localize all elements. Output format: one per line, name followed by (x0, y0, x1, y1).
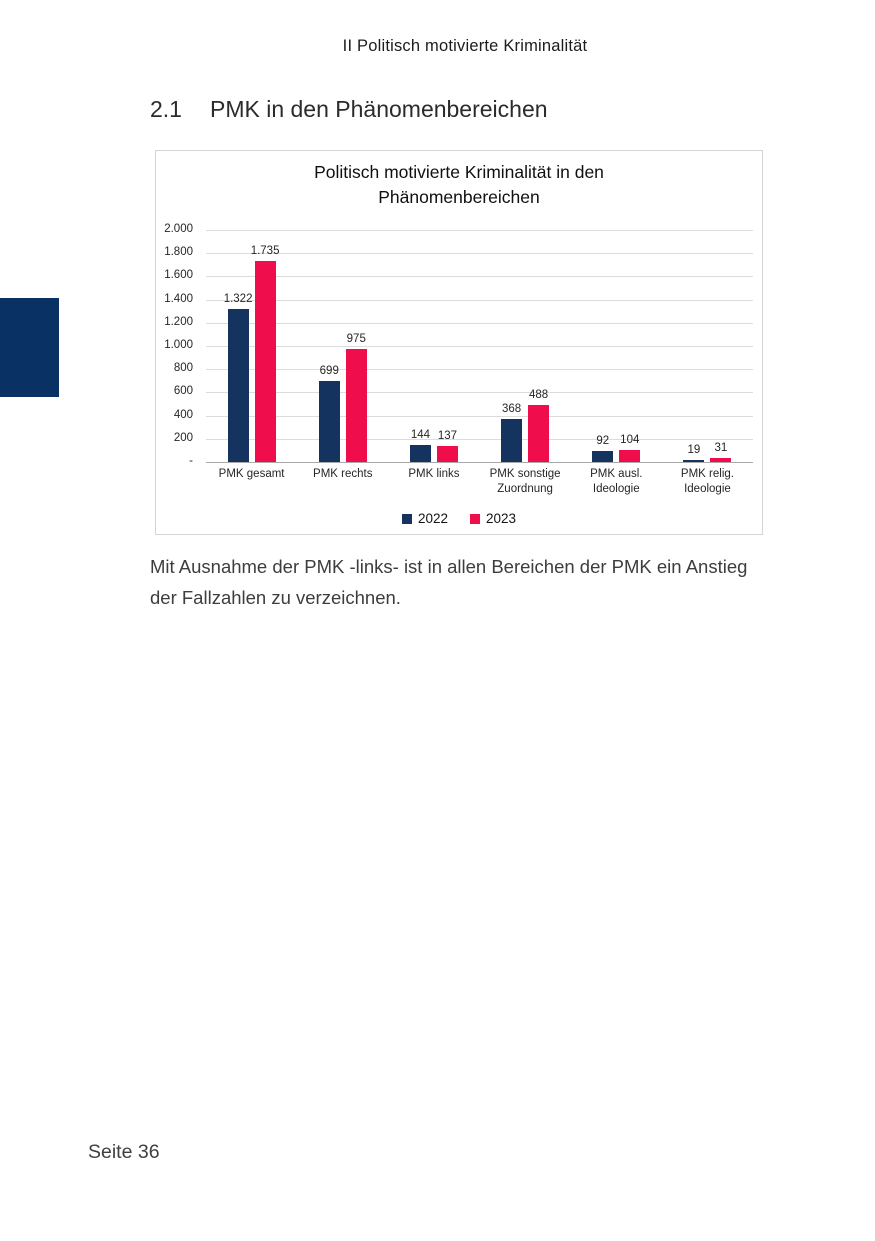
chart-title-line-2: Phänomenbereichen (378, 186, 540, 207)
bar-group: 699 975 (297, 230, 388, 462)
section-heading: 2.1 PMK in den Phänomenbereichen (150, 96, 548, 123)
bar-value-label: 1.322 (223, 293, 253, 305)
bar-value-label: 368 (502, 403, 522, 415)
bar-2022: 699 (318, 365, 340, 462)
gridline (206, 392, 753, 394)
bar-groups: 1.322 1.735 699 975 144 137 368 488 92 104 19 31 (206, 230, 753, 462)
bar-group: 92 104 (571, 230, 662, 462)
bar-value-label: 144 (410, 429, 431, 441)
page-number: Seite 36 (88, 1141, 160, 1163)
bar-2022: 144 (409, 429, 431, 462)
bar-2022: 19 (683, 444, 705, 462)
chart-title: Politisch motivierte Kriminalität in den… (156, 160, 762, 209)
y-tick-label: 600 (173, 385, 193, 398)
x-category-label: PMK sonstige Zuordnung (489, 468, 561, 495)
bar-value-label: 137 (437, 430, 458, 442)
legend-label: 2023 (486, 511, 517, 526)
y-tick-label: 200 (173, 431, 193, 444)
bar-2022: 368 (501, 403, 523, 462)
gridline (206, 299, 753, 301)
bar-group: 1.322 1.735 (206, 230, 297, 462)
bar-group: 368 488 (480, 230, 571, 462)
body-paragraph: Mit Ausnahme der PMK -links- ist in alle… (150, 556, 748, 608)
x-category-label: PMK rechts (313, 468, 373, 480)
y-tick-label: 1.000 (164, 339, 193, 351)
legend-item-2023: 2023 (470, 511, 516, 526)
bar-value-label: 975 (346, 333, 366, 345)
bar-value-label: 488 (529, 389, 549, 401)
x-category-label: PMK ausl. Ideologie (590, 468, 643, 495)
legend: 2022 2023 (156, 511, 762, 526)
chapter-tab-marker (0, 298, 59, 397)
bar-2023: 975 (345, 333, 367, 462)
y-tick-label: 800 (173, 362, 193, 375)
section-number: 2.1 (150, 96, 182, 122)
legend-item-2022: 2022 (401, 511, 448, 526)
bar-2023: 488 (528, 389, 550, 462)
gridline (206, 253, 753, 255)
bar-value-label: 1.735 (250, 245, 280, 257)
chapter-header: II Politisch motivierte Kriminalität (342, 37, 588, 55)
y-tick-label: 2.000 (164, 223, 193, 235)
gridline (206, 322, 753, 324)
gridline (206, 276, 753, 278)
y-tick-label: 1.200 (164, 315, 193, 328)
x-axis-labels: PMK gesamt PMK rechts PMK links PMK sonstig… (206, 467, 753, 497)
bar-group: 19 31 (662, 230, 753, 462)
x-category-label: PMK gesamt (218, 468, 285, 480)
section-title: PMK in den Phänomenbereichen (209, 96, 548, 122)
gridline (206, 230, 753, 231)
gridline (206, 369, 753, 371)
bar-2023: 137 (436, 430, 458, 462)
legend-swatch-icon (401, 513, 412, 524)
x-category-label: PMK links (408, 468, 460, 480)
gridline (206, 346, 753, 347)
legend-swatch-icon (470, 513, 480, 524)
x-category-label: PMK relig. Ideologie (680, 468, 734, 495)
bar-2022: 1.322 (224, 293, 252, 462)
y-tick-label: 1.400 (164, 292, 193, 305)
gridline (206, 415, 753, 417)
bar-value-label: 92 (596, 435, 610, 447)
bar-value-label: 699 (319, 365, 339, 377)
y-tick-label: 1.600 (164, 269, 193, 282)
gridline (206, 438, 753, 440)
bar-2023: 104 (619, 434, 641, 462)
legend-label: 2022 (417, 511, 448, 526)
y-tick-label: 400 (173, 408, 193, 421)
bar-group: 144 137 (388, 230, 479, 462)
y-tick-label: 1.800 (164, 246, 193, 259)
bar-value-label: 104 (620, 434, 640, 446)
bar-2022: 92 (592, 435, 614, 462)
x-axis-line (206, 462, 753, 463)
y-tick-label: - (189, 455, 193, 467)
bar-2023: 31 (710, 442, 732, 462)
chart: Politisch motivierte Kriminalität in den… (155, 150, 763, 535)
bar-value-label: 19 (687, 444, 701, 456)
plot-area: 1.322 1.735 699 975 144 137 368 488 92 104 19 31 (206, 230, 753, 463)
bar-2023: 1.735 (251, 245, 279, 462)
bar-value-label: 31 (714, 442, 728, 454)
chart-title-line-1: Politisch motivierte Kriminalität in den (314, 162, 604, 182)
